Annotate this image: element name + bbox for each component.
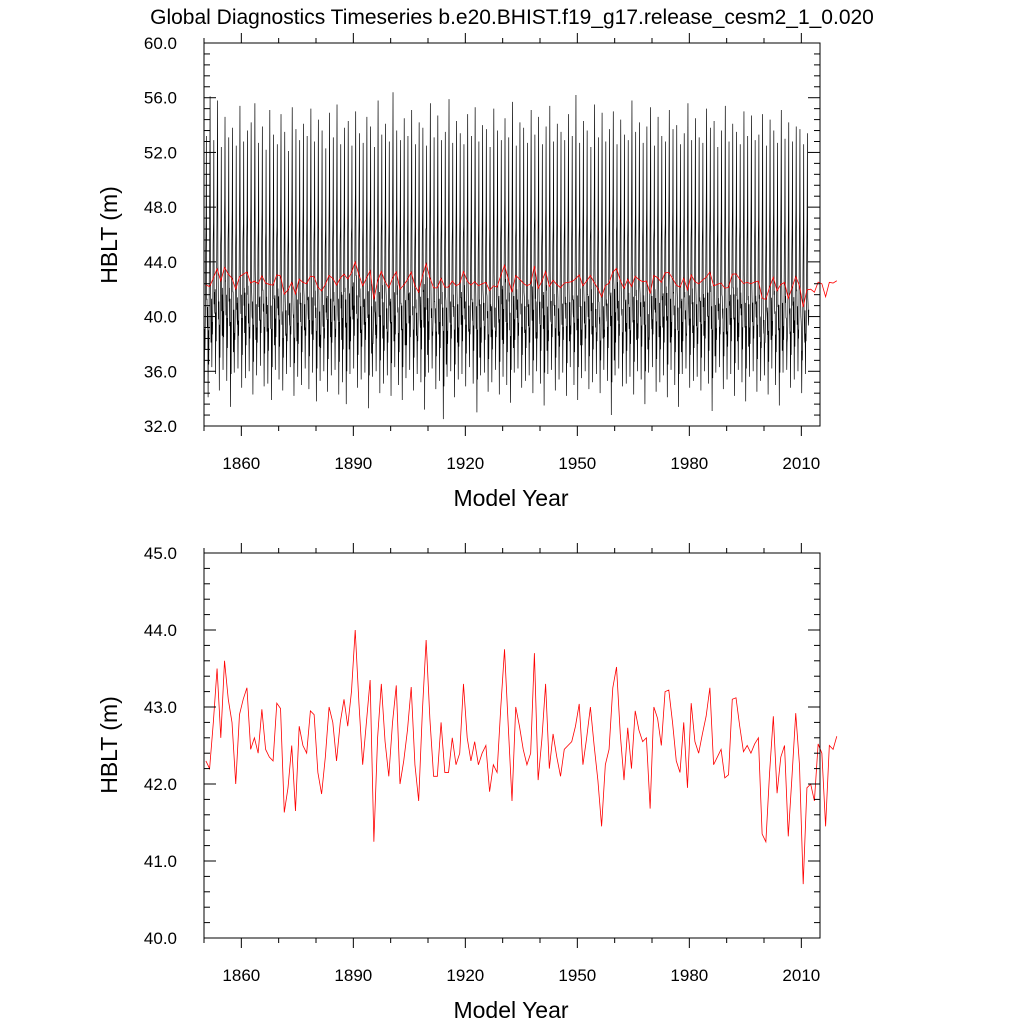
monthly-hblt-series bbox=[203, 92, 810, 420]
top-panel-x-tick-label: 2010 bbox=[782, 454, 820, 473]
bottom-panel-y-tick-label: 41.0 bbox=[144, 852, 177, 871]
top-panel-x-tick-label: 1950 bbox=[558, 454, 596, 473]
top-panel-y-tick-label: 44.0 bbox=[144, 253, 177, 272]
bottom-panel-x-axis-label: Model Year bbox=[453, 997, 568, 1023]
top-panel-y-axis-label: HBLT (m) bbox=[96, 186, 122, 284]
bottom-panel-y-tick-label: 42.0 bbox=[144, 775, 177, 794]
top-panel-y-tick-label: 56.0 bbox=[144, 89, 177, 108]
bottom-panel-x-tick-label: 1920 bbox=[446, 966, 484, 985]
top-panel-x-tick-label: 1920 bbox=[446, 454, 484, 473]
top-panel-y-tick-label: 52.0 bbox=[144, 143, 177, 162]
top-panel-y-tick-label: 36.0 bbox=[144, 362, 177, 381]
top-panel-annual-mean-series bbox=[205, 260, 838, 308]
top-panel-x-tick-label: 1980 bbox=[670, 454, 708, 473]
figure-title: Global Diagnostics Timeseries b.e20.BHIS… bbox=[150, 6, 874, 29]
top-panel-y-tick-label: 40.0 bbox=[144, 308, 177, 327]
bottom-panel-y-tick-label: 45.0 bbox=[144, 544, 177, 563]
bottom-panel-x-tick-label: 2010 bbox=[782, 966, 820, 985]
bottom-panel-y-tick-label: 40.0 bbox=[144, 929, 177, 948]
bottom-panel-x-tick-label: 1950 bbox=[558, 966, 596, 985]
top-panel-plot-frame bbox=[203, 42, 821, 427]
bottom-panel-x-tick-label: 1890 bbox=[334, 966, 372, 985]
bottom-panel-annual-mean-series bbox=[205, 629, 838, 885]
top-panel: 1860 1890 1920 1950 1980 2010 32.0 36.0 40.0 44.0… bbox=[96, 33, 838, 511]
top-panel-y-tick-label: 32.0 bbox=[144, 417, 177, 436]
bottom-panel-y-tick-label: 44.0 bbox=[144, 621, 177, 640]
bottom-panel-y-tick-label: 43.0 bbox=[144, 698, 177, 717]
bottom-panel-plot-frame bbox=[203, 552, 821, 939]
bottom-panel-y-axis-label: HBLT (m) bbox=[96, 696, 122, 794]
bottom-panel-x-tick-label: 1860 bbox=[222, 966, 260, 985]
top-panel-y-tick-label: 48.0 bbox=[144, 198, 177, 217]
top-panel-x-axis-label: Model Year bbox=[453, 485, 568, 511]
bottom-panel: 1860 1890 1920 1950 1980 2010 40.0 41.0 42.0 43.0… bbox=[96, 543, 838, 1023]
top-panel-x-tick-label: 1860 bbox=[222, 454, 260, 473]
top-panel-x-tick-label: 1890 bbox=[334, 454, 372, 473]
bottom-panel-x-tick-label: 1980 bbox=[670, 966, 708, 985]
top-panel-y-tick-label: 60.0 bbox=[144, 34, 177, 53]
